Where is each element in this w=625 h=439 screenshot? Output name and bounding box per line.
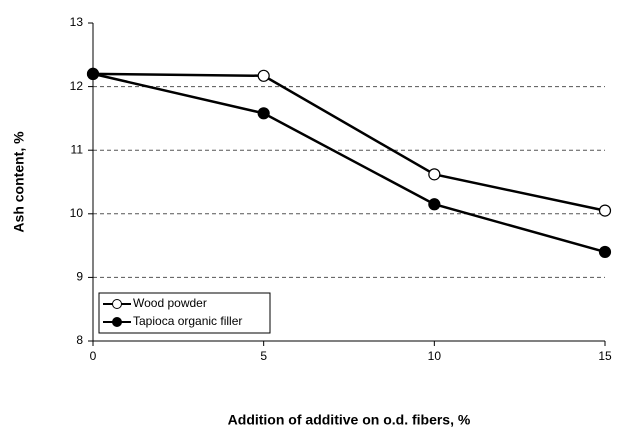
legend-label: Wood powder [133, 296, 207, 310]
data-point [257, 107, 270, 120]
legend-marker [112, 317, 122, 327]
legend-label: Tapioca organic filler [133, 314, 242, 328]
y-tick-label: 10 [70, 206, 84, 220]
series-line [92, 72, 606, 254]
y-tick-label: 13 [70, 15, 84, 29]
data-point [257, 69, 270, 82]
data-point [428, 198, 441, 211]
x-tick-label: 0 [90, 349, 97, 363]
legend: Wood powder Tapioca organic filler [98, 292, 271, 334]
y-tick-label: 9 [76, 270, 83, 284]
y-tick-label: 12 [70, 79, 84, 93]
x-tick-label: 10 [428, 349, 442, 363]
series-line [92, 72, 606, 212]
legend-box [98, 292, 271, 334]
x-axis-label: Addition of additive on o.d. fibers, % [228, 412, 471, 428]
y-tick-label: 11 [71, 142, 84, 156]
data-point [428, 168, 441, 181]
legend-marker [112, 299, 122, 309]
y-tick-label: 8 [76, 333, 83, 347]
x-tick-label: 5 [260, 349, 267, 363]
data-point [86, 67, 100, 80]
x-tick-label: 15 [598, 349, 612, 363]
data-point [598, 204, 612, 217]
data-point [598, 245, 612, 259]
y-axis-label: Ash content, % [11, 131, 27, 233]
